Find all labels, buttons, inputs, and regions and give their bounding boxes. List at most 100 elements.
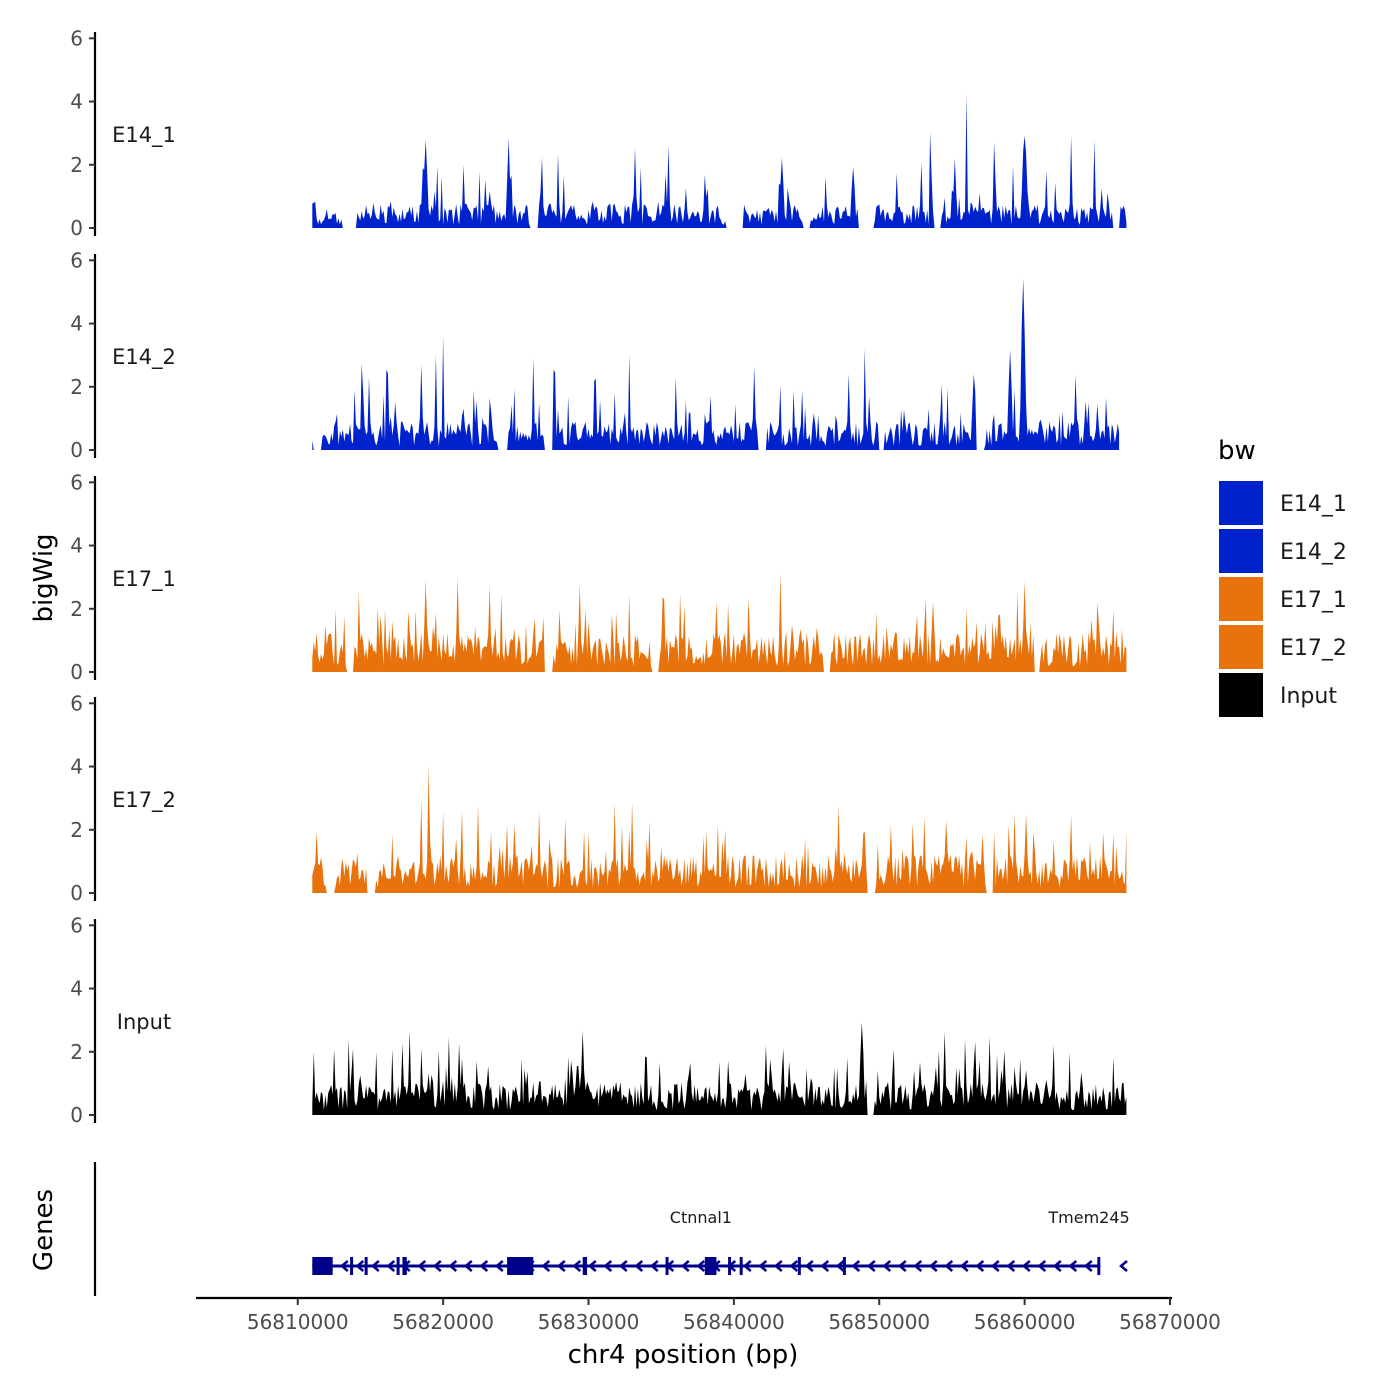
legend-label: E14_2 [1280,540,1347,565]
strand-arrow [928,1260,938,1272]
y-tick-label: 2 [70,1040,83,1064]
strand-arrow [742,1260,752,1272]
exon [582,1257,588,1275]
strand-arrow [541,1260,551,1272]
strand-arrow [882,1260,892,1272]
y-tick-label: 4 [70,534,83,558]
legend-title: bw [1218,436,1256,466]
strand-arrow [587,1260,597,1272]
legend-swatch [1219,577,1263,621]
strand-arrow [649,1260,659,1272]
x-tick-label: 56860000 [974,1310,1076,1334]
genes-track: Ctnnal1 Tmem245 [93,1162,1130,1296]
exon [402,1257,407,1275]
strand-arrow [1052,1260,1062,1272]
exon [704,1257,717,1275]
strand-arrow [835,1260,845,1272]
y-tick-label: 0 [70,660,83,684]
exon [739,1257,743,1275]
legend-label: E14_1 [1280,492,1347,517]
legend-swatch [1219,529,1263,573]
y-tick-label: 0 [70,438,83,462]
legend-label: E17_2 [1280,636,1347,661]
y-tick-label: 4 [70,312,83,336]
track-label: E14_1 [112,123,176,148]
track-label: E17_2 [112,788,176,813]
track-label: E14_2 [112,345,176,370]
genes-axis-title: Genes [29,1189,59,1271]
exon [797,1257,801,1275]
strand-arrow [634,1260,644,1272]
strand-arrow [386,1260,396,1272]
legend-label: E17_1 [1280,588,1347,613]
strand-arrow [556,1260,566,1272]
track-input: 0 2 4 6 Input [70,913,1127,1127]
strand-arrow [618,1260,628,1272]
signal-area [312,278,1120,450]
strand-arrow [479,1260,489,1272]
y-tick-label: 6 [70,26,83,50]
y-tick-label: 6 [70,470,83,494]
strand-arrow [913,1260,923,1272]
signal-area [312,93,1127,228]
y-tick-label: 6 [70,691,83,715]
strand-arrow [417,1260,427,1272]
exon [1097,1257,1101,1275]
signal-area [312,765,1127,893]
strand-arrow [370,1260,380,1272]
strand-arrow [448,1260,458,1272]
track-e17-2: 0 2 4 6 E17_2 [70,691,1127,905]
strand-arrow [758,1260,768,1272]
track-e17-1: 0 2 4 6 E17_1 [70,470,1127,684]
x-axis-title: chr4 position (bp) [568,1340,799,1370]
strand-arrow [1119,1260,1128,1272]
strand-arrow [339,1260,349,1272]
x-tick-label: 56870000 [1119,1310,1221,1334]
strand-arrow [494,1260,504,1272]
gene-label: Tmem245 [1047,1208,1129,1227]
strand-arrow [696,1260,706,1272]
track-e14-2: 0 2 4 6 E14_2 [70,248,1120,462]
strand-arrow [1037,1260,1047,1272]
x-tick-label: 56840000 [683,1310,785,1334]
legend-swatch [1219,625,1263,669]
tracks-group: 0 2 4 6 E14_1 0 2 4 6 E14_2 0 2 4 6 E17_1 0 2 4 6 E17_2 0 2 4 6… [70,26,1127,1127]
y-tick-label: 0 [70,881,83,905]
strand-arrow [959,1260,969,1272]
y-tick-label: 0 [70,216,83,240]
legend-swatch [1219,673,1263,717]
gene-ctnnal1: Ctnnal1 [312,1208,1101,1275]
legend-label: Input [1280,684,1337,709]
exon [350,1257,354,1275]
strand-arrow [1021,1260,1031,1272]
strand-arrow [944,1260,954,1272]
strand-arrow [432,1260,442,1272]
strand-arrow [851,1260,861,1272]
strand-arrow [680,1260,690,1272]
strand-arrow [355,1260,365,1272]
y-tick-label: 2 [70,375,83,399]
strand-arrow [975,1260,985,1272]
gene-label: Ctnnal1 [670,1208,732,1227]
y-tick-label: 0 [70,1103,83,1127]
exon [728,1257,732,1275]
x-tick-label: 56820000 [392,1310,494,1334]
strand-arrow [990,1260,1000,1272]
gene-tmem245: Tmem245 [1047,1208,1130,1272]
strand-arrow [1083,1260,1093,1272]
strand-arrow [603,1260,613,1272]
exon [396,1257,400,1275]
x-axis: 56810000 56820000 56830000 56840000 56850000… [196,1296,1221,1334]
strand-arrow [1006,1260,1016,1272]
y-tick-label: 2 [70,153,83,177]
x-tick-label: 56810000 [247,1310,349,1334]
exon [312,1257,333,1275]
exon [665,1257,669,1275]
exon [364,1257,368,1275]
strand-arrow [789,1260,799,1272]
exon [507,1257,534,1275]
x-tick-label: 56850000 [828,1310,930,1334]
strand-arrow [572,1260,582,1272]
strand-arrow [866,1260,876,1272]
